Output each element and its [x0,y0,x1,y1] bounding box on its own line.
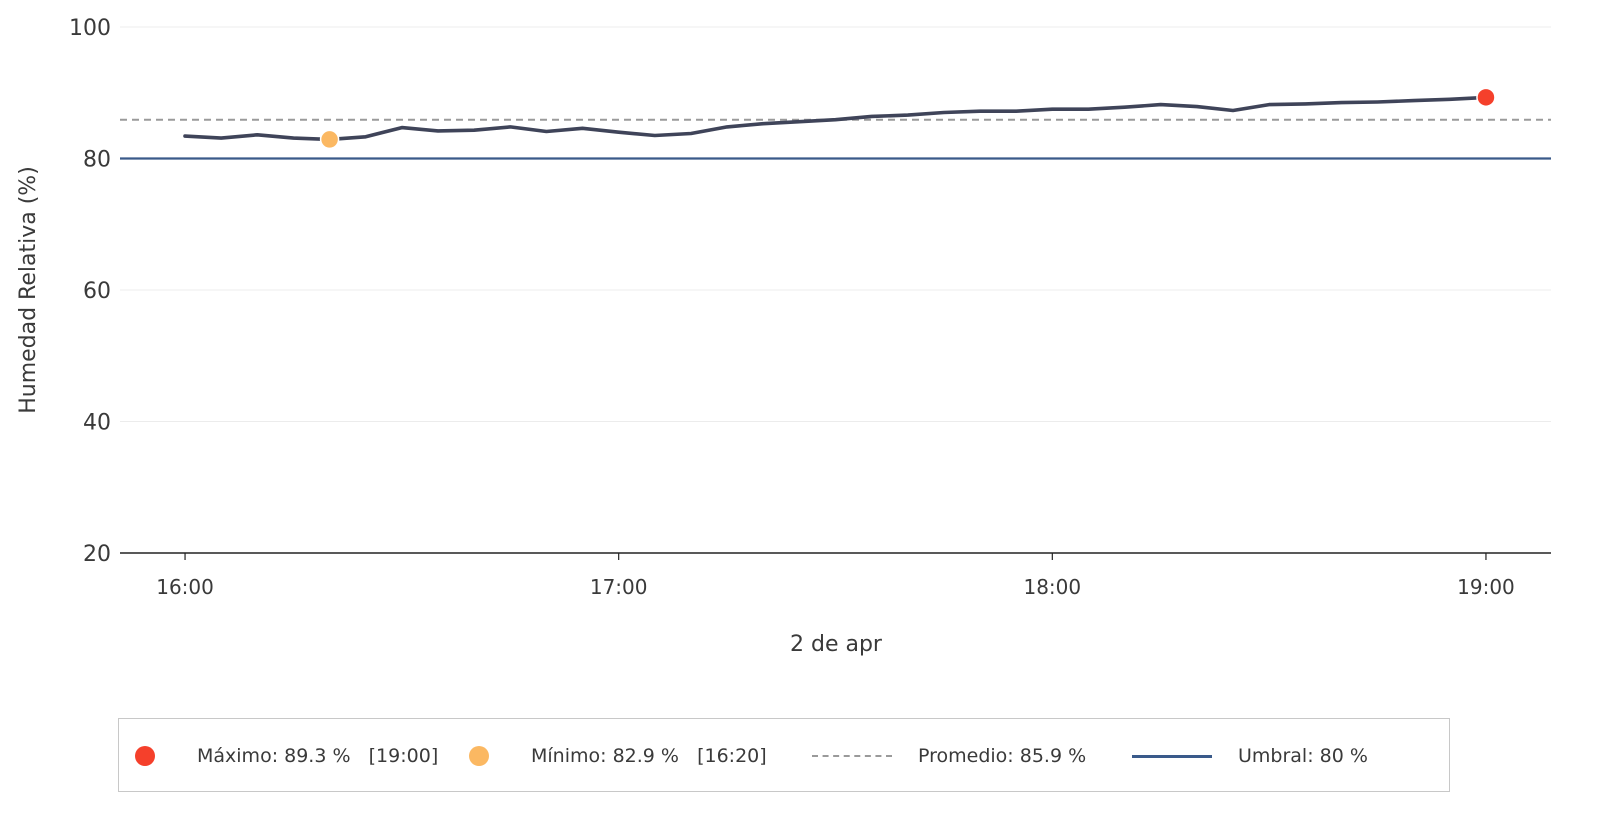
legend-average-label: Promedio: 85.9 % [918,745,1087,767]
grid-lines [120,26,1551,422]
x-tick-label-18:00: 18:00 [1023,575,1081,599]
y-tick-label-60: 60 [83,279,111,304]
y-tick-label-100: 100 [69,16,111,41]
x-tick-label-16:00: 16:00 [156,575,214,599]
legend-item-min: Mínimo: 82.9 % [16:20] [469,719,767,793]
y-tick-label-20: 20 [83,542,111,567]
legend: Máximo: 89.3 % [19:00] Mínimo: 82.9 % [1… [118,718,1450,792]
y-axis-ticks: 20 40 60 80 100 [69,16,111,567]
legend-max-marker [135,746,155,766]
y-tick-label-80: 80 [83,148,111,173]
x-tick-label-19:00: 19:00 [1457,575,1515,599]
legend-max-label: Máximo: 89.3 % [19:00] [197,745,439,767]
legend-item-threshold: Umbral: 80 % [1132,719,1368,793]
legend-average-line [812,755,892,757]
legend-threshold-label: Umbral: 80 % [1238,745,1368,767]
reference-lines [120,118,1551,160]
series-line-0 [183,95,1488,142]
extreme-markers [319,87,1496,150]
legend-item-average: Promedio: 85.9 % [812,719,1086,793]
max-point-marker [1476,87,1496,108]
legend-threshold-line [1132,754,1212,758]
legend-item-max: Máximo: 89.3 % [19:00] [135,719,438,793]
x-tick-label-17:00: 17:00 [590,575,648,599]
min-point-marker [319,129,340,150]
humidity-chart: 20 40 60 80 100 16:00 17:00 18:00 19:00 2 de ap… [16,16,1551,657]
legend-min-label: Mínimo: 82.9 % [16:20] [531,745,767,767]
series-layer [183,95,1488,142]
x-axis-label: 2 de apr [790,632,883,657]
x-axis-ticks: 16:00 17:00 18:00 19:00 [120,552,1551,599]
legend-min-marker [469,746,489,766]
y-axis-label: Humedad Relativa (%) [16,166,41,414]
y-tick-label-40: 40 [83,411,111,436]
